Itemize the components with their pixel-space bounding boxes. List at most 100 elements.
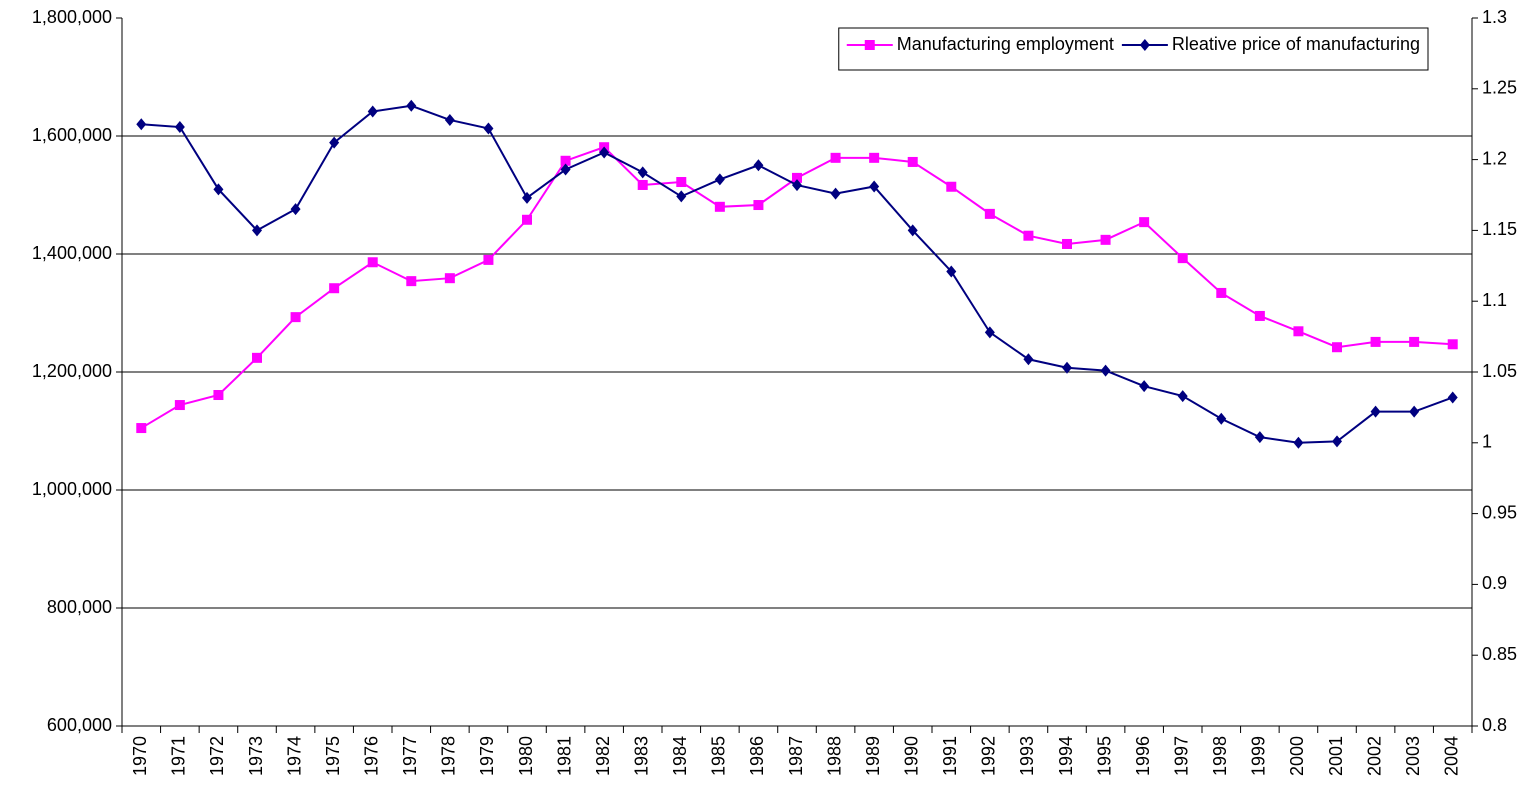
marker (1139, 380, 1150, 393)
y2-tick-label: 0.8 (1482, 715, 1507, 735)
x-tick-label: 1984 (670, 736, 690, 776)
y2-tick-label: 0.9 (1482, 573, 1507, 593)
marker (522, 214, 532, 225)
marker (907, 224, 918, 237)
marker (1216, 287, 1227, 298)
marker (560, 155, 571, 166)
marker (830, 187, 841, 200)
x-tick-label: 2000 (1287, 736, 1307, 776)
x-tick-label: 1973 (246, 736, 266, 776)
x-tick-label: 1988 (824, 736, 844, 776)
x-tick-label: 1996 (1133, 736, 1153, 776)
y2-tick-label: 0.85 (1482, 644, 1517, 664)
x-tick-label: 2001 (1326, 736, 1346, 776)
x-tick-label: 1997 (1171, 736, 1191, 776)
marker (329, 136, 340, 149)
x-tick-label: 1994 (1056, 736, 1076, 776)
x-tick-label: 1982 (593, 736, 613, 776)
series-line (141, 104, 1454, 444)
y-tick-label: 1,800,000 (32, 7, 112, 27)
marker (1409, 336, 1420, 347)
x-tick-label: 1987 (786, 736, 806, 776)
y2-tick-label: 1.3 (1482, 7, 1507, 27)
marker (290, 312, 301, 323)
marker (213, 183, 224, 196)
marker (1216, 412, 1227, 425)
legend-label: Rleative price of manufacturing (1172, 34, 1420, 54)
marker (1177, 390, 1188, 403)
marker (599, 146, 610, 159)
marker (1293, 436, 1304, 449)
marker (329, 283, 340, 294)
marker (869, 180, 880, 193)
y-tick-label: 1,400,000 (32, 243, 112, 263)
marker (483, 122, 494, 135)
marker (1332, 435, 1342, 448)
marker (637, 166, 648, 179)
marker (367, 105, 378, 118)
marker (406, 276, 417, 287)
marker (522, 191, 532, 204)
y-tick-label: 600,000 (47, 715, 112, 735)
marker (252, 224, 262, 237)
marker (560, 163, 571, 176)
marker (444, 113, 455, 126)
marker (1062, 361, 1072, 374)
x-tick-label: 1993 (1017, 736, 1037, 776)
marker (1254, 431, 1265, 444)
marker (714, 201, 725, 212)
x-tick-label: 1978 (439, 736, 459, 776)
y2-tick-label: 1.15 (1482, 219, 1517, 239)
marker (946, 265, 957, 278)
x-tick-label: 1992 (979, 736, 999, 776)
x-tick-label: 1998 (1210, 736, 1230, 776)
marker (1332, 342, 1342, 353)
x-tick-label: 1980 (516, 736, 536, 776)
x-tick-label: 1995 (1094, 736, 1114, 776)
marker (252, 352, 262, 363)
x-tick-label: 1975 (323, 736, 343, 776)
y-tick-label: 1,200,000 (32, 361, 112, 381)
marker (213, 390, 224, 401)
marker (1023, 353, 1034, 366)
marker (1023, 230, 1034, 241)
marker (830, 152, 841, 163)
x-tick-label: 1977 (400, 736, 420, 776)
marker (1370, 405, 1381, 418)
marker (946, 181, 957, 192)
x-tick-label: 1981 (554, 736, 574, 776)
marker (444, 273, 455, 284)
x-tick-label: 1991 (940, 736, 960, 776)
marker (1370, 336, 1381, 347)
marker (174, 400, 185, 411)
marker (1139, 217, 1150, 228)
y2-tick-label: 0.95 (1482, 502, 1517, 522)
x-tick-label: 1970 (130, 736, 150, 776)
x-tick-label: 1989 (863, 736, 883, 776)
legend: Manufacturing employment Rleative price o… (838, 27, 1429, 71)
marker (1062, 238, 1072, 249)
y2-tick-label: 1.2 (1482, 148, 1507, 168)
y2-tick-label: 1.25 (1482, 78, 1517, 98)
marker (1100, 234, 1111, 245)
x-tick-label: 1976 (361, 736, 381, 776)
marker (290, 203, 301, 216)
y2-tick-label: 1 (1482, 432, 1492, 452)
marker (984, 326, 995, 339)
legend-marker (864, 40, 875, 50)
marker (792, 172, 802, 183)
x-tick-label: 2002 (1364, 736, 1384, 776)
marker (1409, 405, 1420, 418)
marker (406, 99, 417, 112)
x-tick-label: 1983 (631, 736, 651, 776)
x-tick-label: 2003 (1403, 736, 1423, 776)
marker (1254, 310, 1265, 321)
marker (1447, 391, 1458, 404)
marker (174, 121, 185, 134)
marker (483, 254, 494, 265)
marker (136, 118, 147, 131)
marker (676, 177, 687, 188)
marker (714, 173, 725, 186)
marker (792, 179, 802, 192)
